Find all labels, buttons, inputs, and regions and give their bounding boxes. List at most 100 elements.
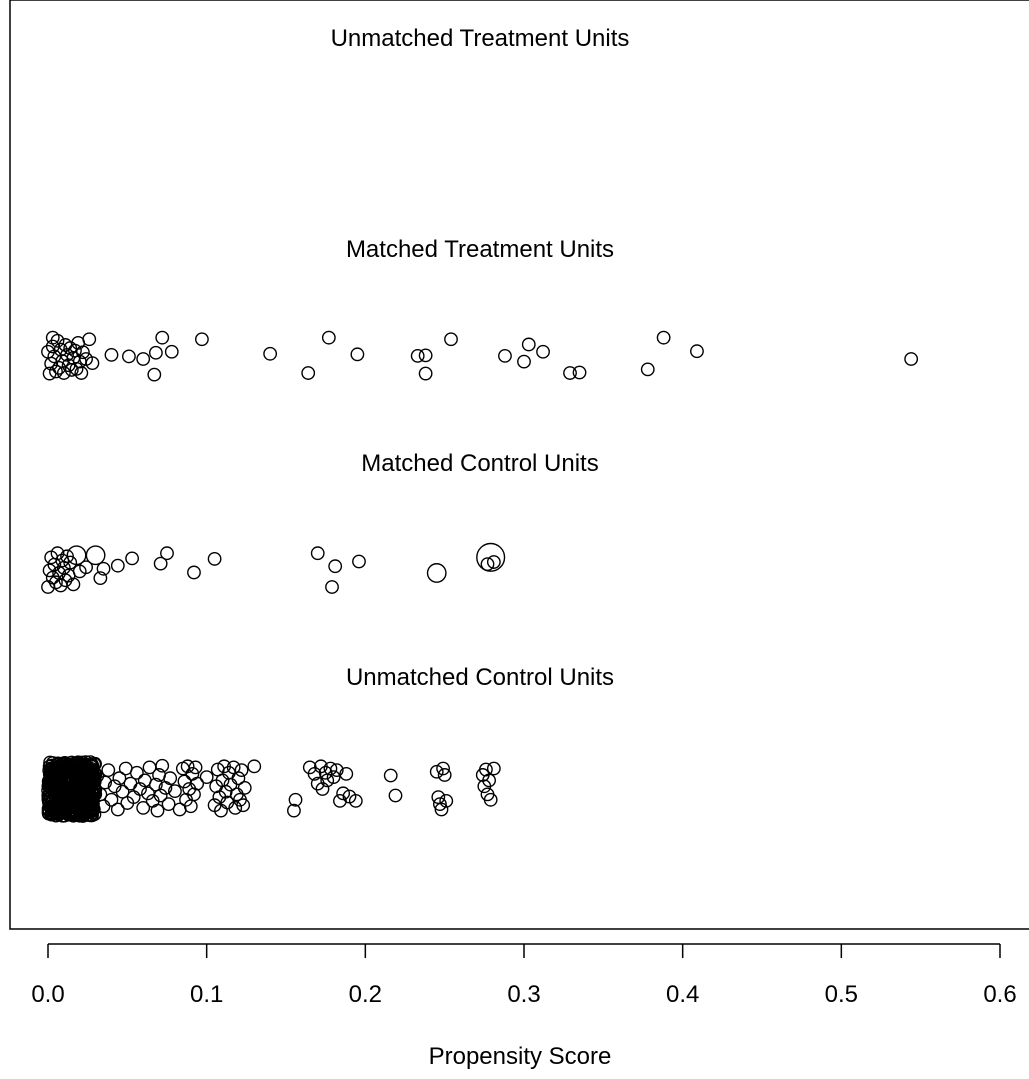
data-point	[60, 347, 74, 362]
matched-treatment-units-label: Matched Treatment Units	[346, 236, 614, 263]
data-point	[41, 806, 56, 821]
x-tick-label: 0.6	[983, 981, 1016, 1008]
data-point	[904, 352, 919, 366]
data-point	[517, 354, 531, 369]
data-point	[60, 759, 75, 774]
data-point	[50, 789, 65, 803]
data-point	[46, 807, 61, 821]
data-point	[187, 565, 201, 580]
data-point	[160, 546, 174, 561]
data-point	[110, 558, 125, 573]
data-point	[68, 798, 83, 812]
data-point	[429, 764, 444, 779]
data-point	[50, 775, 64, 789]
data-point	[325, 580, 339, 594]
data-point	[148, 345, 163, 360]
data-point	[572, 365, 587, 380]
data-point	[60, 549, 74, 564]
data-point	[444, 332, 458, 347]
data-point	[161, 797, 176, 812]
data-point	[155, 758, 170, 773]
unmatched-control-units-points	[41, 755, 501, 823]
data-point	[164, 344, 179, 359]
data-point	[150, 803, 165, 818]
data-point	[69, 779, 84, 793]
data-point	[78, 806, 93, 820]
data-point	[418, 366, 433, 381]
data-point	[153, 788, 168, 803]
data-point	[50, 333, 65, 348]
data-point	[49, 364, 63, 379]
x-tick-label: 0.2	[349, 981, 382, 1008]
data-point	[69, 361, 84, 376]
x-tick-label: 0.1	[190, 981, 223, 1008]
data-point	[63, 555, 78, 570]
data-point	[563, 366, 577, 380]
data-point	[56, 366, 71, 380]
data-point	[104, 347, 119, 362]
data-point	[101, 763, 116, 777]
data-point	[310, 546, 325, 561]
data-point	[486, 555, 501, 569]
data-point	[288, 792, 303, 807]
data-point	[190, 776, 205, 791]
data-point	[690, 344, 704, 359]
data-point	[147, 367, 162, 382]
data-point	[98, 775, 113, 790]
data-point	[163, 771, 178, 786]
data-point	[383, 768, 398, 783]
x-tick-label: 0.0	[31, 981, 64, 1008]
data-point	[133, 782, 147, 796]
matched-control-units-label: Matched Control Units	[361, 450, 598, 477]
data-point	[521, 337, 536, 352]
data-point	[136, 801, 151, 815]
data-point	[136, 352, 151, 366]
data-point	[125, 551, 139, 566]
data-point	[199, 770, 214, 785]
data-point	[42, 802, 56, 817]
data-point	[434, 802, 449, 817]
x-axis: 0.0 0.1 0.2 0.3 0.4 0.5 0.6	[31, 943, 1017, 1008]
data-point	[237, 781, 252, 795]
data-point	[74, 366, 89, 380]
data-point	[236, 798, 251, 813]
data-point	[85, 545, 106, 566]
data-point	[155, 330, 170, 345]
data-point	[85, 790, 99, 804]
plot-frame	[9, 0, 1029, 930]
data-point	[329, 763, 344, 777]
data-point	[315, 782, 330, 796]
data-point	[153, 556, 168, 571]
data-point	[287, 803, 301, 818]
data-point	[328, 559, 343, 574]
data-point	[96, 561, 111, 576]
data-point	[195, 332, 209, 347]
data-point	[301, 366, 316, 380]
data-point	[348, 793, 363, 808]
data-point	[71, 768, 86, 783]
data-point	[536, 344, 550, 359]
data-point	[336, 786, 351, 801]
data-point	[388, 788, 403, 803]
data-point	[426, 563, 447, 583]
data-point	[129, 765, 144, 780]
data-point	[234, 763, 249, 777]
data-point	[50, 546, 65, 561]
x-tick-label: 0.5	[825, 981, 858, 1008]
unmatched-control-units-label: Unmatched Control Units	[346, 664, 614, 691]
data-point	[326, 770, 341, 785]
data-point	[350, 347, 365, 362]
x-tick-label: 0.4	[666, 981, 699, 1008]
points-layer	[41, 330, 919, 823]
data-point	[115, 784, 130, 799]
data-point	[180, 759, 195, 774]
data-point	[85, 356, 100, 371]
data-point	[323, 761, 338, 776]
x-axis-label: Propensity Score	[429, 1043, 612, 1070]
matched-control-units-points	[41, 542, 506, 594]
data-point	[228, 801, 243, 815]
data-point	[437, 768, 452, 782]
data-point	[76, 345, 90, 360]
